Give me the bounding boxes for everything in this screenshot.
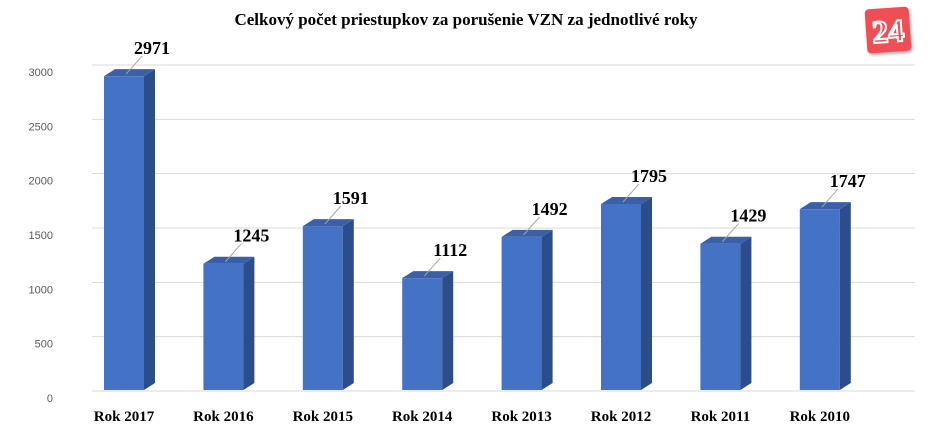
y-tick-label: 2000 xyxy=(29,176,53,188)
bar-top xyxy=(799,202,851,210)
x-category-label: Rok 2010 xyxy=(790,409,850,425)
bar xyxy=(203,263,244,390)
bar-side xyxy=(641,196,652,390)
bar-top xyxy=(104,69,155,77)
data-label-leader xyxy=(622,183,640,203)
bar-side xyxy=(243,256,255,390)
bar-top xyxy=(302,219,354,227)
logo-text: 24 xyxy=(871,12,905,50)
y-tick-label: 500 xyxy=(35,339,53,351)
data-label-leader xyxy=(722,223,739,243)
bar-side xyxy=(144,69,155,390)
bar xyxy=(799,209,840,390)
data-label-leader xyxy=(423,257,441,277)
x-category-label: Rok 2014 xyxy=(392,409,453,425)
data-label: 1245 xyxy=(233,226,269,246)
bar-top xyxy=(601,196,652,204)
data-label-leader xyxy=(821,188,839,208)
y-tick-label: 3000 xyxy=(29,67,53,79)
bar-top xyxy=(203,256,255,264)
x-category-label: Rok 2016 xyxy=(193,409,254,425)
bar-side xyxy=(541,229,553,390)
bar-side xyxy=(342,219,354,390)
data-label: 1492 xyxy=(532,199,568,219)
data-label: 2971 xyxy=(134,38,170,58)
y-tick-label: 1000 xyxy=(29,284,53,296)
y-tick-label: 2500 xyxy=(29,121,53,133)
y-tick-label: 0 xyxy=(47,393,53,405)
y-tick-label: 1500 xyxy=(29,230,53,242)
data-label: 1591 xyxy=(333,188,369,208)
data-label: 1795 xyxy=(631,166,667,186)
bar xyxy=(402,278,443,390)
data-label-leader xyxy=(225,243,242,263)
bar-side xyxy=(442,271,454,390)
bar-top xyxy=(700,236,752,244)
bar-side xyxy=(740,236,752,390)
bar xyxy=(104,76,144,390)
x-category-label: Rok 2015 xyxy=(293,409,353,425)
chart-title: Celkový počet priestupkov za porušenie V… xyxy=(234,10,698,29)
bar xyxy=(302,226,343,390)
data-label: 1112 xyxy=(433,240,467,260)
x-category-label: Rok 2013 xyxy=(491,409,551,425)
bar-side xyxy=(839,202,851,390)
bar-top xyxy=(501,229,553,237)
data-label-leader xyxy=(125,55,143,75)
x-category-label: Rok 2012 xyxy=(591,409,651,425)
bar xyxy=(700,243,741,390)
x-category-label: Rok 2011 xyxy=(691,409,751,425)
bar xyxy=(501,236,542,390)
bar-top xyxy=(402,271,454,279)
24-logo-icon: 24 xyxy=(864,6,912,54)
data-label: 1429 xyxy=(730,206,766,226)
data-label: 1747 xyxy=(830,171,866,191)
bar xyxy=(601,203,641,390)
x-category-label: Rok 2017 xyxy=(94,409,155,425)
data-label-leader xyxy=(324,205,342,225)
data-label-leader xyxy=(523,216,540,236)
